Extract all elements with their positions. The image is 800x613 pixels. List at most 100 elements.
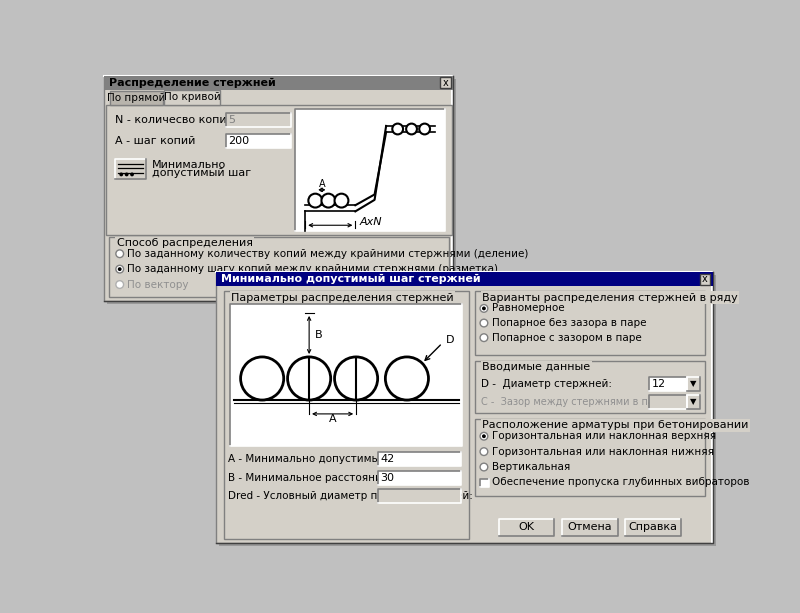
Text: Отмена: Отмена bbox=[567, 522, 612, 532]
Circle shape bbox=[116, 281, 123, 288]
Circle shape bbox=[480, 463, 488, 471]
Circle shape bbox=[419, 124, 430, 134]
Text: Вводимые данные: Вводимые данные bbox=[482, 362, 590, 372]
Bar bbox=[378, 489, 461, 503]
Circle shape bbox=[406, 124, 417, 134]
Text: Горизонтальная или наклонная нижняя: Горизонтальная или наклонная нижняя bbox=[492, 447, 714, 457]
Circle shape bbox=[386, 357, 429, 400]
Text: Dred - Условный диаметр парных стержней:: Dred - Условный диаметр парных стержней: bbox=[227, 491, 472, 501]
Bar bbox=[226, 113, 291, 127]
Text: C -  Зазор между стержнями в паре:: C - Зазор между стержнями в паре: bbox=[481, 397, 670, 406]
Circle shape bbox=[482, 434, 486, 438]
Text: 30: 30 bbox=[380, 473, 394, 483]
Text: ▼: ▼ bbox=[690, 379, 697, 389]
Text: Горизонтальная или наклонная верхняя: Горизонтальная или наклонная верхняя bbox=[492, 431, 716, 441]
Bar bbox=[295, 109, 446, 232]
Circle shape bbox=[392, 124, 403, 134]
Bar bbox=[216, 272, 713, 286]
Text: допустимый шаг: допустимый шаг bbox=[152, 168, 251, 178]
Bar bbox=[474, 419, 705, 497]
Circle shape bbox=[130, 172, 134, 177]
Text: A: A bbox=[318, 180, 325, 189]
Bar bbox=[104, 76, 453, 89]
Bar bbox=[107, 79, 456, 304]
Bar bbox=[474, 291, 705, 354]
Text: По вектору: По вектору bbox=[127, 280, 189, 289]
Text: Вертикальная: Вертикальная bbox=[492, 462, 570, 472]
Circle shape bbox=[118, 267, 122, 271]
Circle shape bbox=[119, 172, 123, 177]
Bar bbox=[216, 272, 713, 543]
Text: B: B bbox=[315, 330, 323, 340]
Text: 12: 12 bbox=[652, 379, 666, 389]
Bar bbox=[115, 159, 146, 179]
Text: А - шаг копий: А - шаг копий bbox=[115, 136, 195, 147]
Text: Способ распределения: Способ распределения bbox=[117, 238, 253, 248]
Text: А - Минимально допустимый шаг:: А - Минимально допустимый шаг: bbox=[227, 454, 414, 464]
Bar bbox=[499, 519, 554, 536]
Text: A: A bbox=[329, 414, 337, 424]
Text: Минимально допустимый шаг стержней: Минимально допустимый шаг стержней bbox=[221, 274, 480, 284]
Text: x: x bbox=[442, 78, 448, 88]
Text: По прямой: По прямой bbox=[107, 93, 166, 103]
Text: Справка: Справка bbox=[629, 522, 678, 532]
Bar bbox=[104, 76, 453, 301]
Bar bbox=[378, 452, 461, 466]
Text: По заданному количеству копий между крайними стержнями (деление): По заданному количеству копий между край… bbox=[127, 249, 529, 259]
Bar bbox=[109, 237, 449, 297]
Bar bbox=[650, 377, 687, 391]
Circle shape bbox=[334, 357, 378, 400]
Text: По заданному шагу копий между крайними стержнями (разметка): По заданному шагу копий между крайними с… bbox=[127, 264, 498, 274]
Circle shape bbox=[241, 357, 284, 400]
Text: N - количесво копий: N - количесво копий bbox=[115, 115, 234, 125]
Circle shape bbox=[322, 194, 335, 208]
Bar bbox=[164, 89, 220, 105]
Bar bbox=[106, 105, 451, 235]
Circle shape bbox=[308, 194, 322, 208]
Text: AxN: AxN bbox=[359, 217, 382, 227]
Text: Параметры распределения стержней: Параметры распределения стержней bbox=[231, 292, 454, 303]
Text: По кривой: По кривой bbox=[164, 93, 221, 102]
Circle shape bbox=[116, 250, 123, 257]
Text: Распределение стержней: Распределение стержней bbox=[109, 78, 276, 88]
Circle shape bbox=[480, 447, 488, 455]
Text: Попарное без зазора в паре: Попарное без зазора в паре bbox=[492, 318, 646, 328]
Bar bbox=[474, 361, 705, 413]
Circle shape bbox=[480, 305, 488, 312]
Text: В - Минимальное расстояние в свету:: В - Минимальное расстояние в свету: bbox=[227, 473, 434, 483]
Bar bbox=[480, 479, 489, 487]
Text: Расположение арматуры при бетонировании: Расположение арматуры при бетонировании bbox=[482, 421, 749, 430]
Bar bbox=[219, 275, 716, 546]
Bar bbox=[230, 304, 462, 446]
Text: Варианты распределения стержней в ряду: Варианты распределения стержней в ряду bbox=[482, 292, 738, 303]
Bar bbox=[440, 77, 451, 88]
Bar bbox=[378, 471, 461, 485]
Text: 200: 200 bbox=[228, 136, 250, 147]
Circle shape bbox=[287, 357, 330, 400]
Text: ▼: ▼ bbox=[690, 397, 697, 406]
Text: Обеспечение пропуска глубинных вибраторов: Обеспечение пропуска глубинных вибраторо… bbox=[492, 478, 749, 487]
Text: 5: 5 bbox=[228, 115, 235, 125]
Text: Минимально: Минимально bbox=[152, 160, 226, 170]
Text: x: x bbox=[702, 274, 708, 284]
Text: D -  Диаметр стержней:: D - Диаметр стержней: bbox=[481, 379, 612, 389]
Circle shape bbox=[125, 172, 129, 177]
Text: Попарное с зазором в паре: Попарное с зазором в паре bbox=[492, 333, 642, 343]
Text: Равномерное: Равномерное bbox=[492, 303, 564, 313]
Bar bbox=[687, 377, 699, 391]
Bar bbox=[626, 519, 681, 536]
Bar bbox=[110, 91, 163, 105]
Text: 42: 42 bbox=[380, 454, 394, 464]
Circle shape bbox=[480, 334, 488, 341]
Circle shape bbox=[482, 306, 486, 310]
Text: D: D bbox=[446, 335, 454, 345]
Circle shape bbox=[480, 319, 488, 327]
Circle shape bbox=[334, 194, 349, 208]
Bar bbox=[224, 291, 469, 539]
Bar bbox=[562, 519, 618, 536]
Circle shape bbox=[480, 432, 488, 440]
Bar bbox=[226, 134, 291, 148]
Bar bbox=[699, 274, 710, 284]
Bar bbox=[650, 395, 687, 408]
Text: OK: OK bbox=[518, 522, 534, 532]
